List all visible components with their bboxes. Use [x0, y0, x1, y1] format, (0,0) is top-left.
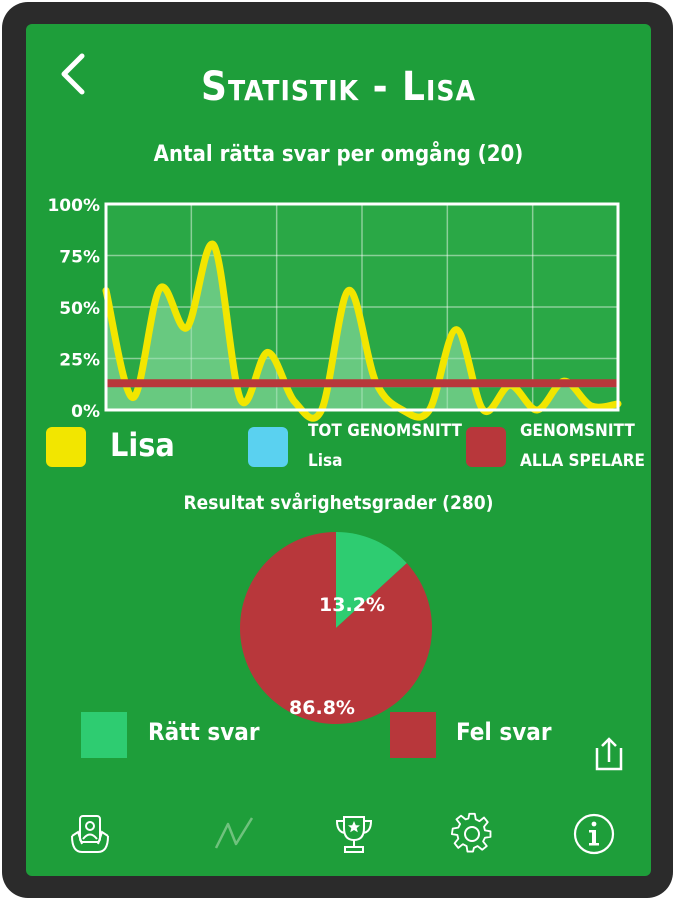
pie-label-correct: 13.2% [319, 594, 385, 616]
legend-label-wrong: Fel svar [456, 718, 552, 746]
trophy-icon[interactable] [332, 812, 376, 856]
y-tick-label: 0% [71, 402, 100, 422]
legend-swatch-tot-average [248, 427, 288, 467]
y-tick-label: 25% [59, 351, 100, 371]
app-screen: Statistik - Lisa Antal rätta svar per om… [26, 24, 651, 876]
page-title: Statistik - Lisa [201, 64, 476, 110]
legend-label-player: Lisa [110, 426, 175, 464]
y-tick-label: 75% [59, 248, 100, 268]
back-arrow-icon[interactable] [54, 50, 94, 98]
pie-chart-title: Resultat svårighetsgrader (280) [183, 492, 494, 514]
pie-slice-wrong [240, 532, 432, 724]
legend-label-all-average-line1: GENOMSNITT [520, 421, 635, 441]
pie-chart: 13.2% 86.8% [240, 532, 432, 724]
line-chart: 0% 25% 50% 75% 100% [47, 196, 622, 422]
players-icon[interactable] [68, 812, 112, 856]
series-line-lisa [102, 240, 622, 422]
line-chart-title: Antal rätta svar per omgång (20) [153, 142, 524, 167]
legend-label-tot-average-line1: TOT GENOMSNITT [308, 421, 462, 441]
stats-icon[interactable] [212, 812, 256, 856]
legend-label-tot-average-line2: Lisa [308, 451, 343, 471]
y-tick-label: 50% [59, 299, 100, 319]
pie-label-wrong: 86.8% [289, 697, 355, 719]
plot-border [104, 202, 620, 412]
y-tick-label: 100% [47, 196, 100, 216]
legend-label-all-average-line2: ALLA SPELARE [520, 451, 645, 471]
legend-swatch-all-average [466, 427, 506, 467]
share-icon[interactable] [594, 736, 624, 772]
legend-swatch-correct [81, 712, 127, 758]
legend-label-correct: Rätt svar [148, 718, 260, 746]
pie-slice-correct [336, 532, 407, 628]
info-icon[interactable] [572, 812, 616, 856]
legend-swatch-player [46, 427, 86, 467]
legend-swatch-wrong [390, 712, 436, 758]
settings-icon[interactable] [450, 812, 494, 856]
